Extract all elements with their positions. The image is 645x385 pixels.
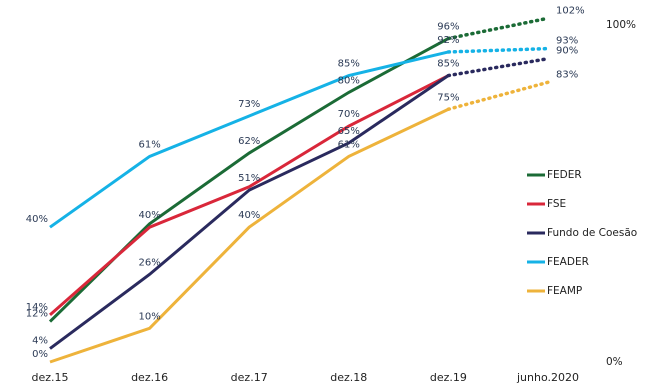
x-tick-label: dez.15	[31, 371, 68, 384]
data-label: 40%	[26, 214, 48, 225]
data-label: 51%	[238, 173, 260, 184]
legend-label: FSE	[547, 198, 566, 210]
x-tick-label: dez.17	[231, 371, 268, 384]
data-label: 61%	[338, 139, 360, 150]
data-label: 4%	[32, 336, 48, 347]
data-label: 90%	[556, 46, 578, 57]
data-label: 92%	[437, 35, 459, 46]
data-label: 0%	[32, 349, 48, 360]
projection-line	[446, 56, 550, 78]
data-label: 75%	[437, 92, 459, 103]
data-label: 73%	[238, 99, 260, 110]
data-label: 12%	[26, 309, 48, 320]
data-label: 10%	[138, 311, 160, 322]
data-label: 62%	[238, 136, 260, 147]
legend-label: FEAMP	[547, 285, 582, 297]
data-label: 85%	[437, 59, 459, 70]
data-label: 102%	[556, 5, 585, 16]
data-label: 65%	[338, 126, 360, 137]
legend-label: Fundo de Coesão	[547, 227, 637, 239]
series-line	[49, 74, 450, 350]
data-label: 80%	[338, 75, 360, 86]
data-label: 93%	[556, 36, 578, 47]
projection-line	[446, 16, 550, 41]
data-label: 61%	[138, 139, 160, 150]
data-label: 83%	[556, 69, 578, 80]
data-label: 26%	[138, 257, 160, 268]
series-line	[49, 50, 449, 229]
data-label: 40%	[238, 210, 260, 221]
legend-label: FEADER	[547, 256, 589, 268]
data-label: 70%	[338, 109, 360, 120]
x-tick-label: junho.2020	[516, 371, 579, 384]
y-tick-label: 100%	[606, 19, 636, 31]
series-line	[49, 74, 450, 316]
series-line	[49, 107, 450, 364]
data-label: 40%	[138, 210, 160, 221]
x-tick-label: dez.19	[430, 371, 467, 384]
projection-line	[446, 46, 550, 54]
data-label: 14%	[26, 302, 48, 313]
x-tick-label: dez.16	[131, 371, 168, 384]
legend-label: FEDER	[547, 169, 582, 181]
projection-line	[446, 80, 550, 111]
x-tick-label: dez.18	[330, 371, 367, 384]
data-label: 96%	[437, 21, 459, 32]
y-tick-label: 0%	[606, 356, 623, 368]
data-label: 85%	[338, 59, 360, 70]
